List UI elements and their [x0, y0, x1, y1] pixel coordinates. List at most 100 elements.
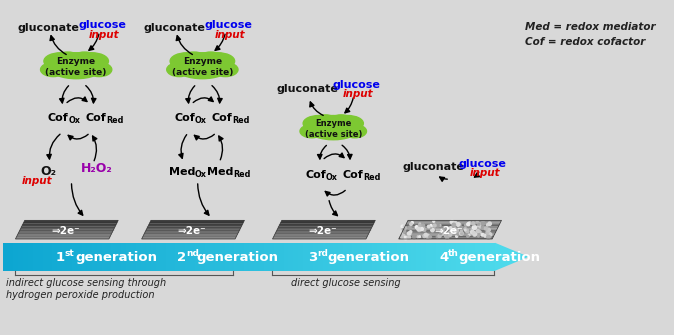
Polygon shape [16, 238, 110, 239]
Polygon shape [142, 238, 236, 239]
Ellipse shape [303, 116, 334, 131]
Circle shape [464, 224, 467, 226]
Circle shape [479, 223, 481, 226]
Bar [28, 243, 33, 271]
Circle shape [456, 229, 458, 232]
Polygon shape [402, 231, 496, 233]
FancyArrowPatch shape [194, 134, 214, 140]
Bar [288, 243, 293, 271]
Text: generation: generation [75, 251, 157, 264]
FancyArrowPatch shape [59, 86, 69, 103]
Bar [126, 243, 131, 271]
Bar [362, 243, 367, 271]
Bar [274, 243, 278, 271]
FancyArrowPatch shape [71, 184, 83, 215]
Bar [87, 243, 92, 271]
Bar [441, 243, 446, 271]
Polygon shape [146, 230, 240, 231]
Ellipse shape [213, 63, 238, 77]
Bar [141, 243, 146, 271]
Circle shape [474, 226, 477, 228]
Circle shape [406, 233, 408, 235]
Circle shape [464, 227, 466, 230]
Ellipse shape [181, 52, 206, 65]
Polygon shape [21, 226, 115, 228]
FancyArrowPatch shape [197, 184, 209, 215]
Ellipse shape [51, 59, 101, 79]
Circle shape [410, 223, 412, 225]
Polygon shape [272, 238, 367, 239]
Circle shape [487, 224, 489, 226]
Bar [406, 243, 411, 271]
Circle shape [423, 234, 426, 238]
FancyArrowPatch shape [212, 86, 222, 103]
Bar [259, 243, 264, 271]
Text: input: input [215, 29, 246, 40]
Text: Red: Red [233, 170, 251, 179]
Bar [318, 243, 323, 271]
Bar [328, 243, 333, 271]
Bar [372, 243, 377, 271]
Circle shape [404, 236, 407, 240]
Text: gluconate: gluconate [144, 23, 206, 33]
Circle shape [453, 228, 456, 231]
Text: Enzyme
(active site): Enzyme (active site) [45, 57, 107, 77]
Circle shape [423, 229, 426, 231]
Polygon shape [495, 243, 528, 271]
Polygon shape [148, 225, 242, 226]
Polygon shape [20, 230, 113, 231]
Bar [102, 243, 106, 271]
Bar [121, 243, 126, 271]
Bar [166, 243, 171, 271]
Bar [421, 243, 426, 271]
Bar [357, 243, 362, 271]
Circle shape [429, 227, 431, 229]
Bar [146, 243, 151, 271]
Circle shape [405, 227, 407, 229]
Circle shape [467, 223, 470, 226]
FancyArrowPatch shape [324, 153, 344, 158]
Bar [156, 243, 160, 271]
Bar [205, 243, 210, 271]
Bar [96, 243, 102, 271]
Bar [42, 243, 47, 271]
Bar [264, 243, 269, 271]
Ellipse shape [300, 125, 324, 138]
Bar [269, 243, 274, 271]
Circle shape [402, 230, 406, 233]
Bar [195, 243, 200, 271]
Polygon shape [403, 228, 497, 230]
Circle shape [481, 233, 484, 236]
Circle shape [460, 230, 462, 232]
FancyArrowPatch shape [342, 145, 352, 159]
Polygon shape [23, 222, 117, 223]
Circle shape [430, 224, 432, 227]
Circle shape [415, 226, 418, 228]
Polygon shape [22, 225, 116, 226]
FancyArrowPatch shape [474, 172, 479, 177]
Circle shape [456, 223, 459, 225]
Bar [293, 243, 299, 271]
Circle shape [488, 233, 492, 237]
Polygon shape [145, 231, 239, 233]
Circle shape [403, 226, 405, 227]
Bar [215, 243, 220, 271]
Bar [490, 243, 495, 271]
Text: Enzyme
(active site): Enzyme (active site) [305, 119, 362, 139]
Circle shape [427, 225, 430, 228]
FancyArrowPatch shape [439, 177, 448, 181]
Circle shape [470, 230, 474, 234]
Bar [190, 243, 195, 271]
Bar [151, 243, 156, 271]
Circle shape [450, 230, 452, 231]
Polygon shape [407, 220, 501, 222]
Polygon shape [402, 230, 497, 231]
Ellipse shape [44, 53, 78, 70]
Circle shape [412, 236, 416, 239]
Circle shape [402, 227, 404, 228]
Bar [446, 243, 451, 271]
Text: Cof: Cof [342, 171, 363, 181]
Polygon shape [401, 233, 495, 234]
Bar [18, 243, 23, 271]
Text: gluconate: gluconate [18, 23, 79, 33]
